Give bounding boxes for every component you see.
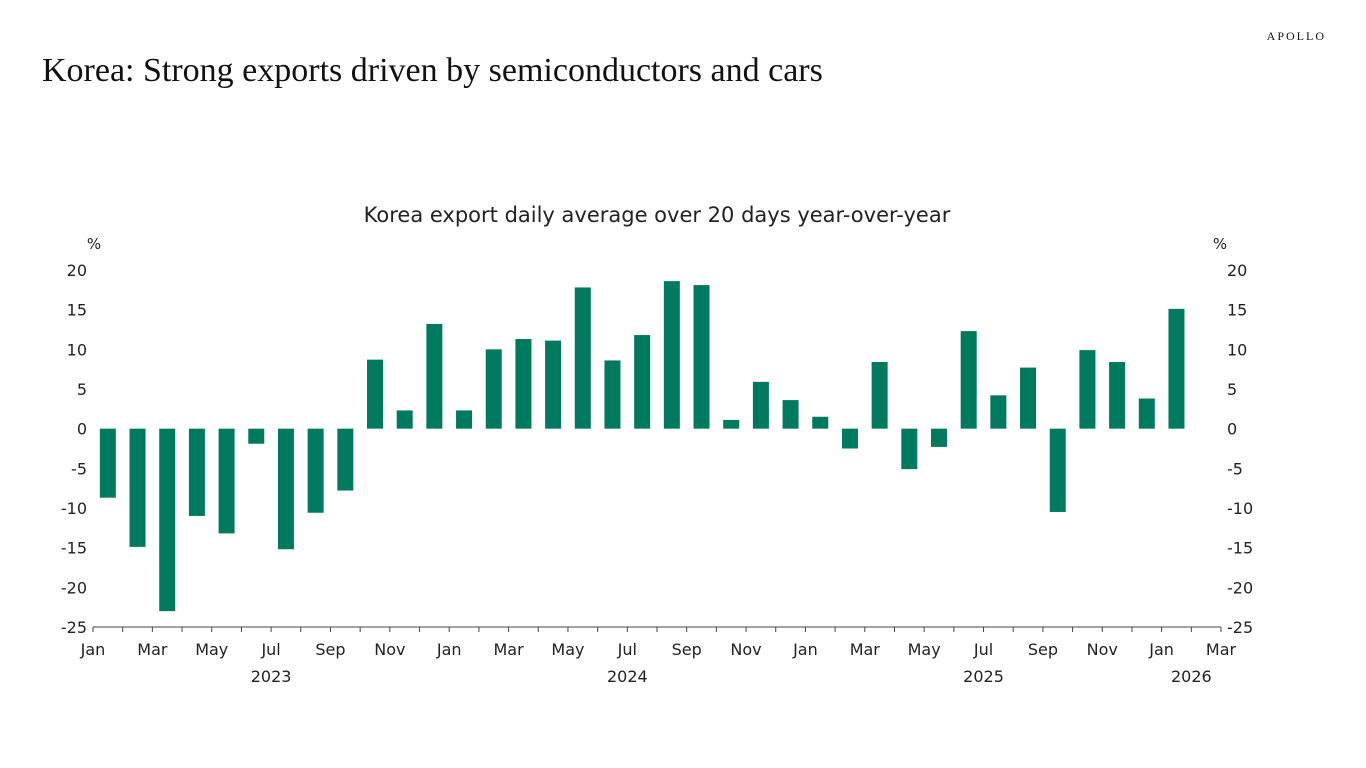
y-tick-label-right: -25 bbox=[1227, 618, 1253, 637]
x-tick-label: Mar bbox=[493, 640, 524, 659]
x-tick-label: Nov bbox=[1087, 640, 1118, 659]
bar-2023-12 bbox=[426, 323, 443, 429]
bar-2023-07 bbox=[277, 428, 294, 550]
bar-2024-02 bbox=[485, 349, 502, 429]
apollo-logo: APOLLO bbox=[1266, 29, 1326, 43]
bar-2025-03 bbox=[871, 362, 888, 429]
bar-2024-10 bbox=[723, 419, 740, 429]
year-label: 2025 bbox=[963, 667, 1004, 686]
x-tick-label: Jan bbox=[792, 640, 818, 659]
bar-2025-09 bbox=[1049, 428, 1066, 512]
y-tick-label-right: -10 bbox=[1227, 499, 1253, 518]
x-tick-label: Jan bbox=[436, 640, 462, 659]
bar-2024-08 bbox=[663, 281, 680, 429]
bar-2024-07 bbox=[634, 335, 651, 429]
y-tick-label-left: -15 bbox=[61, 539, 87, 558]
bar-2024-05 bbox=[574, 287, 591, 429]
y-tick-label-left: -10 bbox=[61, 499, 87, 518]
bar-2025-02 bbox=[841, 428, 858, 449]
y-axis-label-left: % bbox=[87, 235, 101, 253]
bar-2025-11 bbox=[1109, 362, 1126, 429]
y-tick-label-right: -20 bbox=[1227, 578, 1253, 597]
y-tick-label-left: -5 bbox=[71, 459, 87, 478]
y-tick-label-right: 5 bbox=[1227, 380, 1237, 399]
y-tick-label-right: 0 bbox=[1227, 420, 1237, 439]
bar-2023-09 bbox=[337, 428, 354, 491]
page-title: Korea: Strong exports driven by semicond… bbox=[42, 52, 823, 89]
bar-2025-04 bbox=[901, 428, 918, 470]
bar-2025-12 bbox=[1138, 398, 1155, 429]
x-tick-label: Sep bbox=[315, 640, 345, 659]
bar-2023-05 bbox=[218, 428, 235, 534]
bar-2023-04 bbox=[188, 428, 205, 516]
bar-2023-01 bbox=[99, 428, 116, 498]
year-label: 2024 bbox=[607, 667, 648, 686]
bar-2024-03 bbox=[515, 339, 532, 429]
y-tick-label-right: 10 bbox=[1227, 340, 1247, 359]
x-tick-label: May bbox=[195, 640, 228, 659]
x-tick-label: Sep bbox=[672, 640, 702, 659]
y-tick-label-right: 20 bbox=[1227, 261, 1247, 280]
bar-2025-07 bbox=[990, 395, 1007, 429]
bar-2023-02 bbox=[129, 428, 146, 547]
bar-2023-06 bbox=[248, 428, 265, 444]
y-tick-label-left: 20 bbox=[67, 261, 87, 280]
bar-2023-08 bbox=[307, 428, 324, 513]
bar-2024-11 bbox=[752, 381, 769, 429]
x-tick-label: Jul bbox=[617, 640, 637, 659]
x-tick-label: Sep bbox=[1028, 640, 1058, 659]
x-tick-label: Jan bbox=[80, 640, 106, 659]
chart-title: Korea export daily average over 20 days … bbox=[364, 203, 951, 227]
y-tick-label-left: 15 bbox=[67, 301, 87, 320]
x-tick-label: Jul bbox=[260, 640, 280, 659]
bar-2025-10 bbox=[1079, 350, 1096, 429]
x-tick-label: Jul bbox=[973, 640, 993, 659]
bar-2025-05 bbox=[931, 428, 947, 447]
y-tick-label-right: -5 bbox=[1227, 459, 1243, 478]
bar-2023-11 bbox=[396, 410, 413, 429]
year-label: 2023 bbox=[251, 667, 292, 686]
x-tick-label: Jan bbox=[1148, 640, 1174, 659]
x-tick-label: Mar bbox=[137, 640, 168, 659]
bar-2023-10 bbox=[367, 359, 383, 429]
y-tick-label-right: 15 bbox=[1227, 301, 1247, 320]
y-tick-label-left: 5 bbox=[77, 380, 87, 399]
bar-2023-03 bbox=[159, 428, 176, 612]
bar-2024-09 bbox=[693, 285, 710, 429]
x-tick-label: Mar bbox=[1206, 640, 1237, 659]
bar-2024-12 bbox=[782, 400, 799, 429]
y-axis-label-right: % bbox=[1213, 235, 1227, 253]
x-tick-label: Nov bbox=[730, 640, 761, 659]
y-tick-label-left: -25 bbox=[61, 618, 87, 637]
y-tick-label-left: 0 bbox=[77, 420, 87, 439]
x-tick-label: May bbox=[551, 640, 584, 659]
bar-2024-01 bbox=[456, 410, 473, 429]
bar-2025-06 bbox=[960, 331, 977, 429]
y-tick-label-left: -20 bbox=[61, 578, 87, 597]
x-tick-label: May bbox=[908, 640, 941, 659]
x-tick-label: Mar bbox=[850, 640, 881, 659]
y-tick-label-right: -15 bbox=[1227, 539, 1253, 558]
bar-2025-08 bbox=[1020, 367, 1037, 429]
y-tick-label-left: 10 bbox=[67, 340, 87, 359]
bar-2024-04 bbox=[545, 340, 562, 429]
bar-2026-01 bbox=[1168, 308, 1185, 429]
bar-2025-01 bbox=[812, 416, 829, 429]
year-label: 2026 bbox=[1171, 667, 1212, 686]
bar-2024-06 bbox=[604, 360, 621, 429]
x-tick-label: Nov bbox=[374, 640, 405, 659]
